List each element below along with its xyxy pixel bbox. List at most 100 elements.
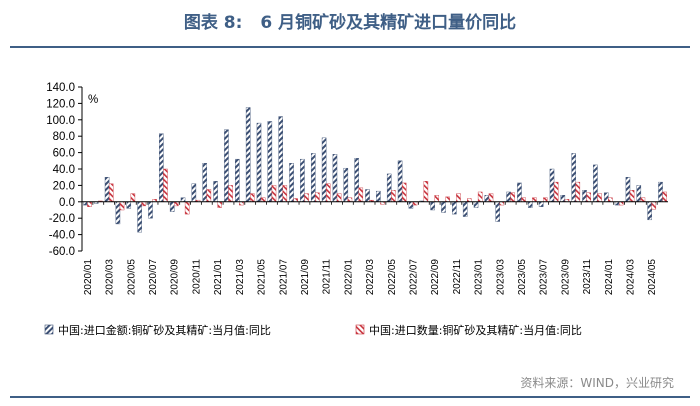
bar-import-volume xyxy=(304,193,309,203)
legend: 中国:进口金额:铜矿砂及其精矿:当月值:同比 中国:进口数量:铜矿砂及其精矿:当… xyxy=(44,323,582,337)
bar-import-amount xyxy=(528,201,533,208)
bar-import-amount xyxy=(191,183,197,202)
x-axis: 2020/01 2020/03 2020/05 2020/07 2020/09 2020/… xyxy=(81,201,668,296)
bar-import-amount xyxy=(235,158,240,203)
bar-import-amount xyxy=(376,190,381,202)
bar-import-amount xyxy=(430,201,435,211)
x-tick-label: 2021/03 xyxy=(235,259,246,296)
figure-title: 6 月铜矿砂及其精矿进口量价同比 xyxy=(260,13,517,33)
bar-import-volume xyxy=(510,192,515,202)
bar-import-volume xyxy=(271,185,277,202)
x-tick-label: 2020/05 xyxy=(126,259,137,296)
bar-import-volume xyxy=(532,197,537,202)
bar-import-volume xyxy=(249,193,255,203)
bar-import-volume xyxy=(184,201,190,215)
bar-import-volume xyxy=(260,197,266,202)
bar-import-volume xyxy=(87,201,92,207)
bar-import-volume xyxy=(391,190,396,203)
bar-import-amount xyxy=(625,176,631,202)
x-tick-label: 2021/05 xyxy=(257,259,268,296)
bar-import-amount xyxy=(473,201,479,208)
bar-import-amount xyxy=(159,133,164,203)
bar-import-amount xyxy=(506,191,511,203)
bar-import-amount xyxy=(484,195,490,203)
bar-import-amount xyxy=(517,182,522,203)
bar-import-volume xyxy=(477,191,483,203)
bar-import-volume xyxy=(119,201,125,211)
bar-import-amount xyxy=(408,201,414,209)
title-divider xyxy=(10,46,690,48)
y-tick-label: 120.0 xyxy=(46,98,75,110)
y-tick-label: 140.0 xyxy=(46,82,75,94)
bar-import-amount xyxy=(603,192,609,202)
bar-import-amount xyxy=(582,190,587,203)
bar-import-volume xyxy=(543,197,548,202)
x-tick-label: 2020/07 xyxy=(148,259,159,296)
bar-import-volume xyxy=(586,192,591,202)
bar-import-volume xyxy=(608,197,613,202)
bar-import-amount xyxy=(386,173,392,202)
bar-import-volume xyxy=(108,183,114,202)
bar-import-amount xyxy=(495,201,500,222)
bar-import-amount xyxy=(571,153,576,202)
bar-import-amount xyxy=(365,189,370,203)
x-tick-label: 2022/11 xyxy=(452,259,463,295)
y-tick-label: -60.0 xyxy=(49,246,75,258)
x-tick-label: 2023/01 xyxy=(474,259,485,296)
bar-import-volume xyxy=(488,193,494,203)
bar-import-volume xyxy=(445,196,450,203)
bar-import-volume xyxy=(163,168,168,202)
x-tick-label: 2022/09 xyxy=(430,259,441,296)
bar-import-amount xyxy=(256,122,262,203)
y-tick-label: 80.0 xyxy=(53,131,75,143)
bar-import-amount xyxy=(137,201,142,233)
bar-import-amount xyxy=(343,167,349,202)
y-tick-label: 60.0 xyxy=(53,148,75,160)
bar-import-volume xyxy=(228,185,233,202)
x-tick-label: 2024/05 xyxy=(647,259,658,296)
bar-import-amount xyxy=(560,195,566,203)
bar-import-volume xyxy=(282,185,288,202)
x-tick-label: 2024/01 xyxy=(604,259,615,296)
x-tick-label: 2024/03 xyxy=(626,259,637,296)
bars xyxy=(83,107,667,233)
bar-import-volume xyxy=(521,197,526,202)
x-tick-label: 2021/11 xyxy=(322,259,333,295)
bar-import-amount xyxy=(180,197,186,202)
bar-import-amount xyxy=(354,158,359,202)
bar-import-volume xyxy=(597,193,602,203)
x-tick-label: 2023/05 xyxy=(517,259,528,296)
bar-import-volume xyxy=(347,197,353,202)
y-axis: 140.0 120.0 100.0 80.0 60.0 40.0 20.0 0.0 -20.0 -… xyxy=(46,82,83,258)
bar-import-amount xyxy=(224,129,229,203)
y-tick-label: 20.0 xyxy=(53,180,75,192)
source-note: 资料来源：WIND，兴业研究 xyxy=(520,376,674,390)
bar-import-amount xyxy=(658,181,663,202)
y-tick-label: -20.0 xyxy=(49,213,75,225)
x-tick-label: 2020/03 xyxy=(105,259,116,296)
bar-import-amount xyxy=(126,201,132,209)
y-tick-label: -40.0 xyxy=(49,230,75,242)
bar-import-volume xyxy=(315,192,320,202)
bar-import-volume xyxy=(358,187,364,203)
bar-import-volume xyxy=(336,193,342,203)
bar-import-volume xyxy=(206,189,212,203)
x-tick-label: 2021/01 xyxy=(213,259,224,296)
bar-import-amount xyxy=(300,158,305,203)
bar-import-amount xyxy=(636,185,642,202)
x-tick-label: 2020/09 xyxy=(170,259,181,296)
chart-title: 图表 8: 6 月铜矿砂及其精矿进口量价同比 xyxy=(0,0,700,46)
bar-import-amount xyxy=(310,153,316,202)
bar-import-volume xyxy=(141,201,147,207)
y-tick-label: 40.0 xyxy=(53,164,75,176)
bar-import-volume xyxy=(553,181,559,202)
bar-import-amount xyxy=(452,201,457,215)
bar-import-amount xyxy=(441,201,446,213)
bar-import-amount xyxy=(593,164,598,202)
bar-import-amount xyxy=(104,176,110,202)
bar-import-amount xyxy=(397,160,403,203)
y-tick-label: 0.0 xyxy=(59,197,75,209)
bar-import-volume xyxy=(640,197,646,202)
bottom-divider xyxy=(10,396,690,398)
